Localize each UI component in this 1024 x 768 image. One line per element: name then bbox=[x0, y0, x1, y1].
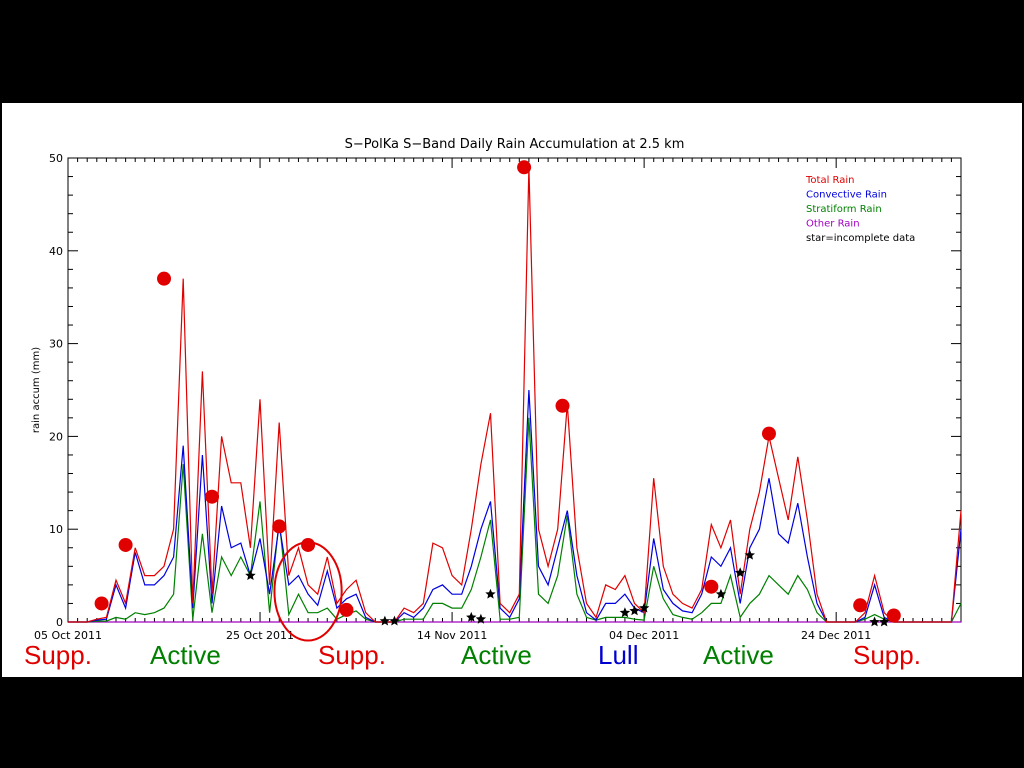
y-tick-label: 0 bbox=[56, 616, 63, 629]
highlight-dot bbox=[704, 579, 719, 594]
incomplete-data-star bbox=[734, 567, 746, 578]
x-tick-label: 04 Dec 2011 bbox=[609, 629, 679, 642]
highlight-dot bbox=[853, 598, 868, 613]
incomplete-data-star bbox=[619, 607, 631, 618]
y-tick-label: 20 bbox=[49, 430, 63, 443]
incomplete-data-star bbox=[485, 588, 496, 599]
incomplete-data-star bbox=[389, 615, 400, 626]
incomplete-data-star bbox=[879, 616, 890, 627]
incomplete-data-star bbox=[638, 602, 650, 613]
x-tick-label: 05 Oct 2011 bbox=[34, 629, 102, 642]
y-tick-label: 30 bbox=[49, 338, 63, 351]
y-axis-label: rain accum (mm) bbox=[31, 347, 42, 433]
incomplete-data-star bbox=[744, 549, 755, 560]
highlight-dot bbox=[205, 489, 220, 504]
rain-accumulation-chart: S−PolKa S−Band Daily Rain Accumulation a… bbox=[31, 137, 962, 642]
incomplete-data-star bbox=[245, 570, 256, 580]
x-tick-label: 24 Dec 2011 bbox=[801, 629, 871, 642]
highlight-dot bbox=[886, 608, 901, 623]
x-tick-label: 25 Oct 2011 bbox=[226, 629, 294, 642]
phase-label-suppressed-2: Supp. bbox=[318, 640, 386, 670]
phase-label-active-1: Active bbox=[150, 640, 221, 670]
legend-note: star=incomplete data bbox=[806, 233, 915, 244]
legend-entry: Stratiform Rain bbox=[806, 204, 882, 215]
incomplete-data-star bbox=[715, 588, 727, 599]
chart-title: S−PolKa S−Band Daily Rain Accumulation a… bbox=[345, 137, 685, 152]
highlight-dot bbox=[157, 271, 172, 286]
phase-label-active-3: Active bbox=[703, 640, 774, 670]
highlight-dot bbox=[301, 537, 316, 552]
phase-label-active-2: Active bbox=[461, 640, 532, 670]
incomplete-data-star bbox=[629, 605, 640, 616]
highlight-dot bbox=[761, 426, 776, 441]
series-line-convective-rain bbox=[68, 389, 962, 623]
highlight-dot bbox=[555, 398, 570, 413]
x-tick-label: 14 Nov 2011 bbox=[417, 629, 487, 642]
slide: S−PolKa S−Band Daily Rain Accumulation a… bbox=[2, 103, 1022, 677]
highlight-dot bbox=[339, 602, 354, 617]
legend-entry: Convective Rain bbox=[806, 190, 887, 201]
legend-entry: Other Rain bbox=[806, 219, 860, 230]
incomplete-data-star bbox=[466, 611, 477, 622]
highlight-dot bbox=[517, 160, 532, 175]
phase-label-suppressed-3: Supp. bbox=[853, 640, 921, 670]
incomplete-data-star bbox=[869, 616, 880, 627]
phase-label-lull: Lull bbox=[598, 640, 639, 670]
y-tick-label: 10 bbox=[49, 523, 63, 536]
highlight-dot bbox=[272, 519, 287, 534]
incomplete-data-star bbox=[379, 615, 391, 626]
series-line-stratiform-rain bbox=[68, 417, 962, 623]
highlight-dot bbox=[94, 596, 109, 611]
series-line-total-rain bbox=[68, 167, 962, 623]
legend-entry: Total Rain bbox=[805, 175, 855, 186]
y-tick-label: 40 bbox=[49, 245, 63, 258]
highlight-ellipse bbox=[273, 541, 343, 642]
highlight-dot bbox=[118, 537, 133, 552]
y-tick-label: 50 bbox=[49, 152, 63, 165]
phase-label-suppressed-1: Supp. bbox=[24, 640, 92, 670]
incomplete-data-star bbox=[475, 613, 487, 624]
